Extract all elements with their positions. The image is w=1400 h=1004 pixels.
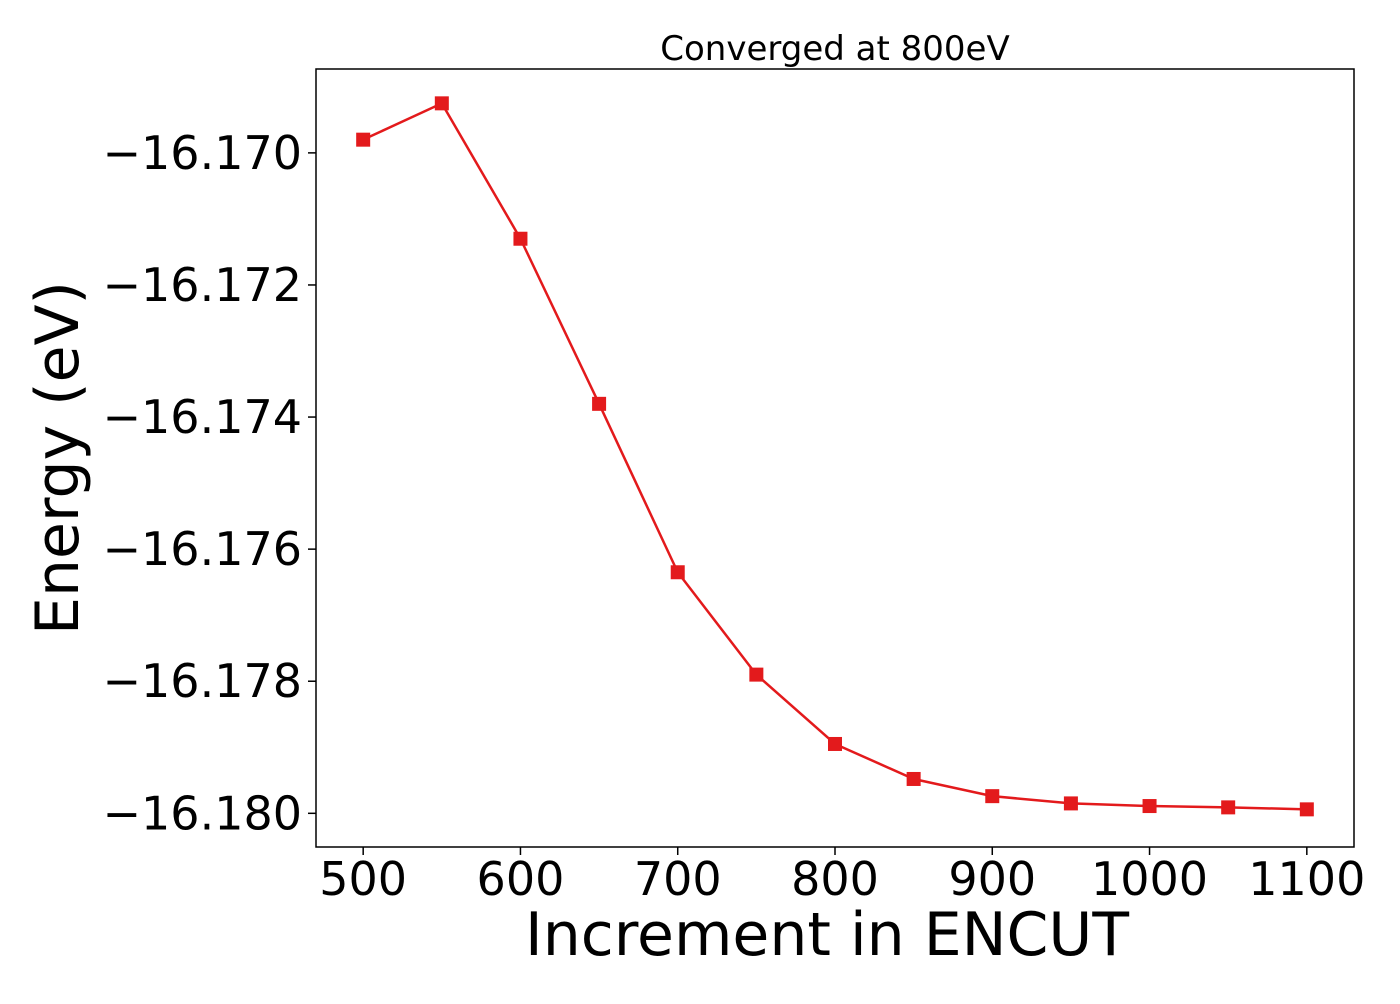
y-tick-label: −16.174 <box>103 390 303 444</box>
x-tick-label: 1100 <box>1248 852 1365 906</box>
y-tick-label: −16.180 <box>103 786 303 840</box>
data-point <box>1221 800 1236 815</box>
plot-frame <box>315 68 1355 848</box>
x-tick-label: 1000 <box>1091 852 1208 906</box>
series-line <box>362 102 1307 811</box>
y-tick-label: −16.176 <box>103 522 303 576</box>
x-tick-label: 900 <box>948 852 1036 906</box>
x-axis: 500 600 700 800 900 1000 1100 <box>319 847 1365 906</box>
data-point <box>592 396 607 411</box>
data-point <box>670 565 685 580</box>
data-point <box>906 771 921 786</box>
data-point <box>1299 802 1314 817</box>
data-point <box>985 789 1000 804</box>
y-tick-label: −16.178 <box>103 654 303 708</box>
x-tick-label: 500 <box>319 852 407 906</box>
data-point <box>356 132 371 147</box>
y-axis-label: Energy (eV) <box>23 281 93 635</box>
x-tick-label: 700 <box>634 852 722 906</box>
data-point <box>1063 796 1078 811</box>
data-point <box>749 667 764 682</box>
x-tick-label: 600 <box>477 852 565 906</box>
y-tick-label: −16.172 <box>103 258 303 312</box>
data-point <box>434 96 449 111</box>
data-point <box>1142 799 1157 814</box>
y-axis: −16.170 −16.172 −16.174 −16.176 −16.178 −16.1… <box>103 126 316 840</box>
chart-title: Converged at 800eV <box>660 29 1009 69</box>
x-axis-label: Increment in ENCUT <box>525 900 1129 970</box>
series-group <box>356 96 1314 817</box>
data-point <box>828 736 842 751</box>
data-point <box>513 231 528 246</box>
y-tick-label: −16.170 <box>103 126 303 180</box>
x-tick-label: 800 <box>791 852 879 906</box>
